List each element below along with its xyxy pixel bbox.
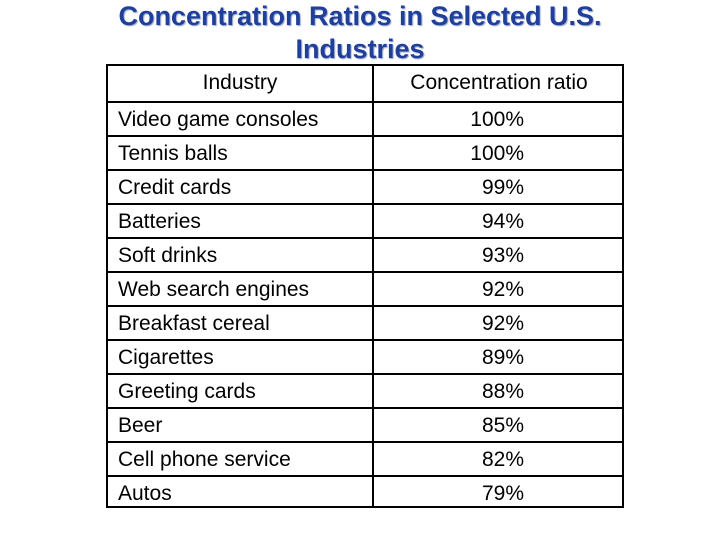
ratio-cell: 92% bbox=[481, 312, 524, 335]
ratio-cell: 93% bbox=[481, 244, 524, 267]
table-row: Cell phone service 82% bbox=[108, 443, 622, 477]
table-row: Credit cards 99% bbox=[108, 171, 622, 205]
table-row: Autos 79% bbox=[108, 477, 622, 511]
ratio-cell: 89% bbox=[481, 346, 524, 369]
industry-cell: Soft drinks bbox=[118, 244, 218, 267]
ratio-cell: 82% bbox=[481, 448, 524, 471]
table-row: Beer 85% bbox=[108, 409, 622, 443]
industry-cell: Batteries bbox=[118, 210, 201, 233]
table-body: Video game consoles 100% Tennis balls 100%… bbox=[108, 103, 622, 511]
header-concentration-ratio: Concentration ratio bbox=[410, 71, 588, 94]
table-row: Tennis balls 100% bbox=[108, 137, 622, 171]
table-row: Web search engines 92% bbox=[108, 273, 622, 307]
industry-cell: Cigarettes bbox=[118, 346, 214, 369]
title-line-1: Concentration Ratios in Selected U.S. bbox=[118, 1, 602, 31]
concentration-table: Industry Concentration ratio Video game … bbox=[106, 64, 624, 508]
ratio-cell: 79% bbox=[481, 482, 524, 505]
ratio-cell: 94% bbox=[481, 210, 524, 233]
industry-cell: Cell phone service bbox=[118, 448, 291, 471]
ratio-cell: 92% bbox=[481, 278, 524, 301]
column-divider bbox=[372, 66, 374, 506]
ratio-cell: 88% bbox=[481, 380, 524, 403]
slide-title: Concentration Ratios in Selected U.S. In… bbox=[0, 0, 720, 66]
table-row: Breakfast cereal 92% bbox=[108, 307, 622, 341]
industry-cell: Credit cards bbox=[118, 176, 232, 199]
table-row: Batteries 94% bbox=[108, 205, 622, 239]
industry-cell: Video game consoles bbox=[118, 108, 319, 131]
industry-cell: Autos bbox=[118, 482, 172, 505]
title-line-2: Industries bbox=[295, 34, 425, 64]
industry-cell: Tennis balls bbox=[118, 142, 228, 165]
industry-cell: Beer bbox=[118, 414, 163, 437]
table-row: Video game consoles 100% bbox=[108, 103, 622, 137]
header-industry: Industry bbox=[202, 71, 278, 94]
industry-cell: Breakfast cereal bbox=[118, 312, 270, 335]
industry-cell: Web search engines bbox=[118, 278, 310, 301]
industry-cell: Greeting cards bbox=[118, 380, 256, 403]
ratio-cell: 100% bbox=[470, 142, 524, 165]
ratio-cell: 100% bbox=[470, 108, 524, 131]
ratio-cell: 85% bbox=[481, 414, 524, 437]
table-row: Soft drinks 93% bbox=[108, 239, 622, 273]
ratio-cell: 99% bbox=[481, 176, 524, 199]
table-header: Industry Concentration ratio bbox=[108, 66, 622, 103]
table-row: Cigarettes 89% bbox=[108, 341, 622, 375]
table-row: Greeting cards 88% bbox=[108, 375, 622, 409]
